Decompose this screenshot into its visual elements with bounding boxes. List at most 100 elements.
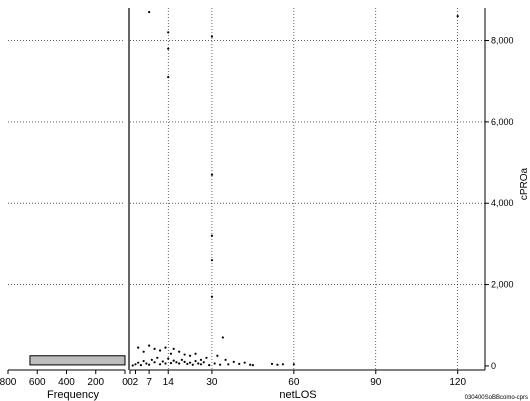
scatter-point — [167, 357, 170, 360]
scatter-point — [194, 352, 197, 355]
scatter-point — [145, 362, 148, 365]
scatter-point — [191, 363, 194, 366]
scatter-point — [243, 361, 246, 364]
scatter-point — [221, 336, 224, 339]
scatter-x-tick-label: 60 — [288, 377, 300, 388]
scatter-point — [134, 363, 137, 366]
scatter-point — [210, 173, 214, 176]
histogram-bar — [29, 355, 126, 366]
scatter-point — [227, 363, 230, 366]
scatter-point — [167, 76, 170, 79]
scatter-point — [153, 361, 156, 364]
scatter-point — [281, 363, 285, 366]
scatter-point — [232, 360, 235, 363]
scatter-point — [172, 347, 175, 350]
scatter-point — [270, 362, 274, 365]
footer-code: 030400SoBBcomo-cprs — [465, 395, 528, 401]
scatter-x-tick-label: 120 — [449, 377, 466, 388]
scatter-point — [180, 358, 183, 361]
histogram-x-label: Frequency — [47, 389, 99, 401]
scatter-point — [213, 362, 216, 365]
scatter-point — [158, 349, 162, 352]
scatter-point — [172, 359, 175, 362]
scatter-y-ticks: 0 2,000 4,000 6,000 8,000 — [485, 36, 514, 371]
histogram-gridlines — [8, 40, 125, 285]
histogram-x-tick-label: 600 — [29, 377, 46, 388]
scatter-point — [142, 350, 145, 353]
scatter-x-tick-label: 90 — [370, 377, 382, 388]
scatter-point — [210, 259, 214, 262]
scatter-point — [194, 359, 197, 363]
scatter-point — [178, 362, 181, 365]
scatter-point — [142, 359, 145, 363]
histogram-bars — [29, 355, 126, 366]
scatter-point — [292, 363, 295, 366]
scatter-point — [161, 360, 164, 363]
scatter-point — [219, 363, 222, 366]
scatter-point — [153, 347, 156, 350]
scatter-point — [148, 344, 151, 347]
scatter-y-tick-label: 8,000 — [491, 36, 514, 46]
histogram-x-tick-label: 200 — [87, 377, 104, 388]
scatter-point — [249, 363, 252, 366]
histogram-x-ticks: 800 600 400 200 0 — [0, 370, 128, 388]
scatter-point — [456, 15, 459, 18]
scatter-point — [208, 364, 211, 367]
scatter-point — [183, 360, 186, 363]
scatter-x-label: netLOS — [279, 389, 316, 401]
scatter-point — [186, 362, 189, 365]
scatter-point — [188, 354, 192, 357]
scatter-point — [150, 358, 153, 361]
scatter-point — [199, 358, 203, 361]
scatter-point — [169, 361, 173, 365]
histogram-x-tick-label: 400 — [58, 377, 75, 388]
scatter-y-tick-label: 6,000 — [491, 117, 514, 127]
scatter-point — [188, 361, 192, 364]
scatter-point — [276, 363, 279, 366]
scatter-point — [197, 362, 200, 365]
scatter-point — [169, 352, 173, 355]
scatter-point — [199, 363, 203, 366]
scatter-point — [183, 353, 186, 356]
scatter-point — [139, 364, 143, 367]
scatter-point — [156, 356, 159, 359]
scatter-x-tick-label: 30 — [206, 377, 218, 388]
scatter-y-label: cPROa — [519, 167, 530, 200]
scatter-point — [148, 10, 151, 14]
histogram-x-tick-label: 0 — [122, 377, 128, 388]
scatter-y-tick-label: 4,000 — [491, 198, 514, 208]
scatter-point — [164, 362, 167, 365]
scatter-point — [175, 361, 178, 364]
scatter-point — [210, 35, 214, 38]
scatter-point — [205, 356, 208, 359]
scatter-point — [137, 346, 140, 349]
histogram-panel: 800 600 400 200 0 Frequency — [0, 40, 128, 401]
scatter-x-tick-label: 2 — [133, 377, 139, 388]
scatter-y-tick-label: 0 — [491, 361, 496, 371]
scatter-points — [131, 10, 459, 367]
scatter-point — [210, 234, 214, 237]
scatter-point — [251, 364, 254, 367]
scatter-x-tick-label: 7 — [146, 377, 152, 388]
scatter-point — [158, 363, 162, 366]
scatter-x-ticks: 0 2 7 14 30 60 90 120 — [127, 370, 466, 388]
scatter-point — [178, 350, 181, 353]
histogram-x-tick-label: 800 — [0, 377, 17, 388]
scatter-point — [148, 363, 151, 366]
scatter-x-tick-label: 14 — [163, 377, 175, 388]
scatter-point — [131, 364, 134, 367]
scatter-gridlines — [130, 8, 485, 370]
scatter-point — [216, 354, 219, 357]
scatter-x-tick-label: 0 — [127, 377, 133, 388]
scatter-point — [167, 31, 170, 34]
scatter-point — [167, 47, 170, 50]
scatter-point — [164, 346, 167, 349]
scatter-point — [137, 361, 140, 364]
scatter-point — [202, 361, 205, 364]
scatter-point — [224, 358, 227, 361]
scatter-point — [210, 295, 214, 298]
scatter-y-tick-label: 2,000 — [491, 280, 514, 290]
scatter-point — [238, 362, 241, 365]
